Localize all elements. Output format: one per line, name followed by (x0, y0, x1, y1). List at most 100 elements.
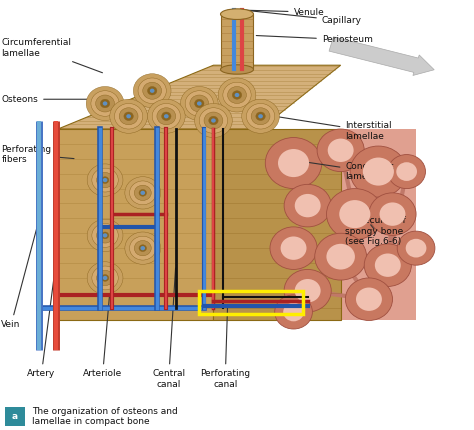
Circle shape (101, 177, 109, 184)
Circle shape (87, 164, 123, 196)
Circle shape (143, 82, 162, 99)
Text: The organization of osteons and
lamellae in compact bone: The organization of osteons and lamellae… (32, 407, 178, 427)
Circle shape (101, 232, 109, 239)
Text: Venule: Venule (237, 8, 324, 16)
Circle shape (356, 288, 382, 311)
Text: Artery: Artery (27, 268, 55, 378)
Circle shape (139, 245, 146, 252)
Circle shape (92, 224, 118, 247)
Circle shape (346, 278, 392, 320)
Circle shape (181, 86, 218, 120)
Circle shape (369, 193, 416, 235)
Text: Arteriole: Arteriole (83, 268, 122, 378)
Circle shape (283, 303, 304, 321)
Circle shape (134, 185, 151, 200)
Circle shape (270, 227, 317, 270)
Circle shape (235, 93, 239, 97)
Text: Osteons: Osteons (1, 95, 117, 104)
Circle shape (328, 138, 354, 162)
Circle shape (147, 99, 185, 133)
Circle shape (327, 189, 383, 240)
Circle shape (97, 172, 114, 188)
Circle shape (125, 177, 161, 209)
Circle shape (103, 178, 108, 182)
Circle shape (97, 270, 114, 286)
Text: Interstitial
lamellae: Interstitial lamellae (277, 117, 392, 141)
Circle shape (195, 99, 204, 108)
Polygon shape (58, 129, 213, 320)
Circle shape (397, 231, 435, 265)
Circle shape (97, 228, 114, 243)
Circle shape (251, 108, 270, 125)
Circle shape (218, 78, 256, 112)
Circle shape (364, 244, 411, 286)
Circle shape (150, 89, 155, 93)
Circle shape (96, 95, 115, 112)
Circle shape (204, 112, 223, 129)
Bar (199, 291, 303, 314)
Circle shape (157, 108, 176, 125)
Bar (220, 14, 254, 70)
Circle shape (339, 200, 370, 228)
Circle shape (317, 129, 364, 172)
Text: Capillary: Capillary (245, 10, 362, 25)
Circle shape (275, 295, 312, 329)
Circle shape (284, 184, 331, 227)
Polygon shape (261, 129, 416, 320)
Ellipse shape (220, 65, 254, 74)
Circle shape (126, 114, 131, 118)
Circle shape (327, 244, 355, 270)
Text: Central
canal: Central canal (152, 268, 185, 389)
Circle shape (232, 91, 242, 99)
Text: Periosteum: Periosteum (256, 35, 373, 44)
Circle shape (185, 91, 213, 116)
FancyArrow shape (329, 37, 434, 75)
Circle shape (124, 112, 133, 120)
Circle shape (350, 146, 407, 197)
Text: Circumferential
lamellae: Circumferential lamellae (1, 39, 102, 73)
Circle shape (139, 190, 146, 196)
Ellipse shape (220, 9, 254, 19)
Circle shape (228, 86, 246, 104)
Circle shape (209, 116, 218, 125)
Circle shape (256, 112, 265, 120)
Circle shape (375, 253, 401, 277)
Polygon shape (213, 129, 341, 320)
Circle shape (103, 101, 108, 106)
Circle shape (119, 108, 138, 125)
Circle shape (396, 162, 417, 181)
Circle shape (134, 240, 151, 256)
Text: Vein: Vein (1, 217, 40, 329)
Circle shape (162, 112, 171, 120)
Circle shape (103, 276, 108, 280)
Circle shape (406, 239, 427, 258)
Circle shape (199, 108, 228, 133)
Circle shape (265, 138, 322, 189)
Circle shape (281, 237, 307, 260)
Circle shape (86, 86, 124, 120)
Circle shape (315, 233, 366, 280)
Circle shape (380, 203, 405, 226)
FancyBboxPatch shape (5, 407, 26, 426)
Circle shape (138, 78, 166, 104)
Circle shape (115, 104, 143, 129)
Circle shape (195, 104, 232, 138)
Text: Perforating
fibers: Perforating fibers (1, 145, 74, 164)
Circle shape (211, 118, 216, 123)
Text: Perforating
canal: Perforating canal (200, 308, 250, 389)
Circle shape (87, 262, 123, 294)
Polygon shape (58, 65, 341, 129)
Circle shape (92, 168, 118, 192)
Circle shape (164, 114, 169, 118)
Circle shape (125, 232, 161, 264)
Circle shape (246, 104, 275, 129)
Circle shape (147, 86, 157, 95)
Circle shape (103, 233, 108, 237)
Circle shape (110, 99, 147, 133)
Text: Concentric
lamellae: Concentric lamellae (287, 159, 394, 181)
Circle shape (223, 82, 251, 108)
Circle shape (152, 104, 181, 129)
Text: a: a (12, 412, 18, 421)
Circle shape (140, 191, 145, 195)
Text: Trabeculae of
spongy bone
(see Fig.6-6): Trabeculae of spongy bone (see Fig.6-6) (346, 216, 406, 246)
